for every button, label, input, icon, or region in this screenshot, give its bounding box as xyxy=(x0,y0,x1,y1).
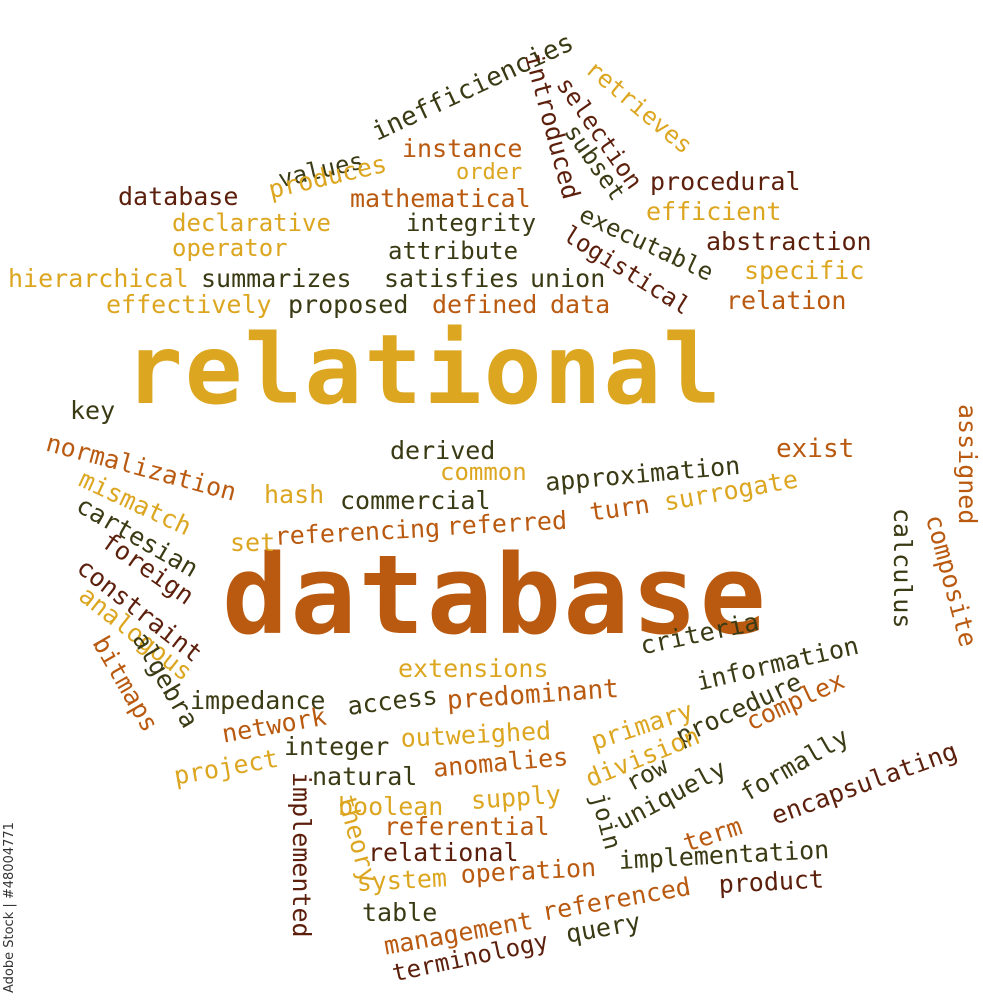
word-hierarchical: hierarchical xyxy=(8,264,189,293)
word-effectively: effectively xyxy=(106,290,272,319)
word-satisfies: satisfies xyxy=(384,264,520,293)
word-abstraction: abstraction xyxy=(706,227,872,256)
word-commercial: commercial xyxy=(340,486,491,515)
word-relational-main: relational xyxy=(125,314,723,426)
word-integrity: integrity xyxy=(406,209,537,237)
stock-id-label: Adobe Stock | #48004771 xyxy=(2,822,17,993)
word-product: product xyxy=(717,864,825,899)
word-order: order xyxy=(456,160,523,185)
word-impedance: impedance xyxy=(190,686,326,715)
word-summarizes: summarizes xyxy=(201,264,352,293)
word-attribute: attribute xyxy=(388,237,519,265)
word-operator: operator xyxy=(172,234,288,262)
word-database-main: database xyxy=(222,531,768,659)
word-exist: exist xyxy=(776,434,855,464)
word-natural: natural xyxy=(312,762,418,791)
word-common: common xyxy=(440,458,527,486)
word-composite: composite xyxy=(919,511,983,650)
word-mathematical: mathematical xyxy=(350,184,531,213)
word-specific: specific xyxy=(744,256,865,285)
word-instance: instance xyxy=(402,134,523,163)
word-relational-small: relational xyxy=(368,838,519,867)
word-referred: referred xyxy=(445,505,568,541)
word-boolean: boolean xyxy=(338,792,444,821)
word-referential: referential xyxy=(384,812,550,841)
word-defined: defined xyxy=(432,290,538,319)
word-set: set xyxy=(230,528,276,557)
word-access: access xyxy=(345,681,439,721)
word-declarative: declarative xyxy=(172,209,331,237)
word-procedural: procedural xyxy=(650,167,801,196)
word-union: union xyxy=(530,264,606,293)
word-implemented: implemented xyxy=(287,772,316,938)
word-project: project xyxy=(171,743,281,791)
word-supply: supply xyxy=(469,779,562,815)
word-join: join xyxy=(584,789,627,853)
word-key: key xyxy=(70,396,116,425)
word-hash: hash xyxy=(264,480,325,509)
word-table: table xyxy=(362,898,438,927)
word-operation: operation xyxy=(459,852,597,889)
word-proposed: proposed xyxy=(288,290,409,319)
word-relation: relation xyxy=(726,286,847,315)
word-integer: integer xyxy=(284,732,390,761)
word-data: data xyxy=(550,290,611,319)
word-turn: turn xyxy=(587,489,652,527)
word-assigned: assigned xyxy=(953,404,982,525)
word-calculus: calculus xyxy=(888,508,917,629)
word-database-small: database xyxy=(118,182,239,211)
word-extensions: extensions xyxy=(398,654,549,683)
word-system: system xyxy=(355,863,448,897)
word-efficient: efficient xyxy=(646,197,782,226)
word-derived: derived xyxy=(390,436,496,465)
